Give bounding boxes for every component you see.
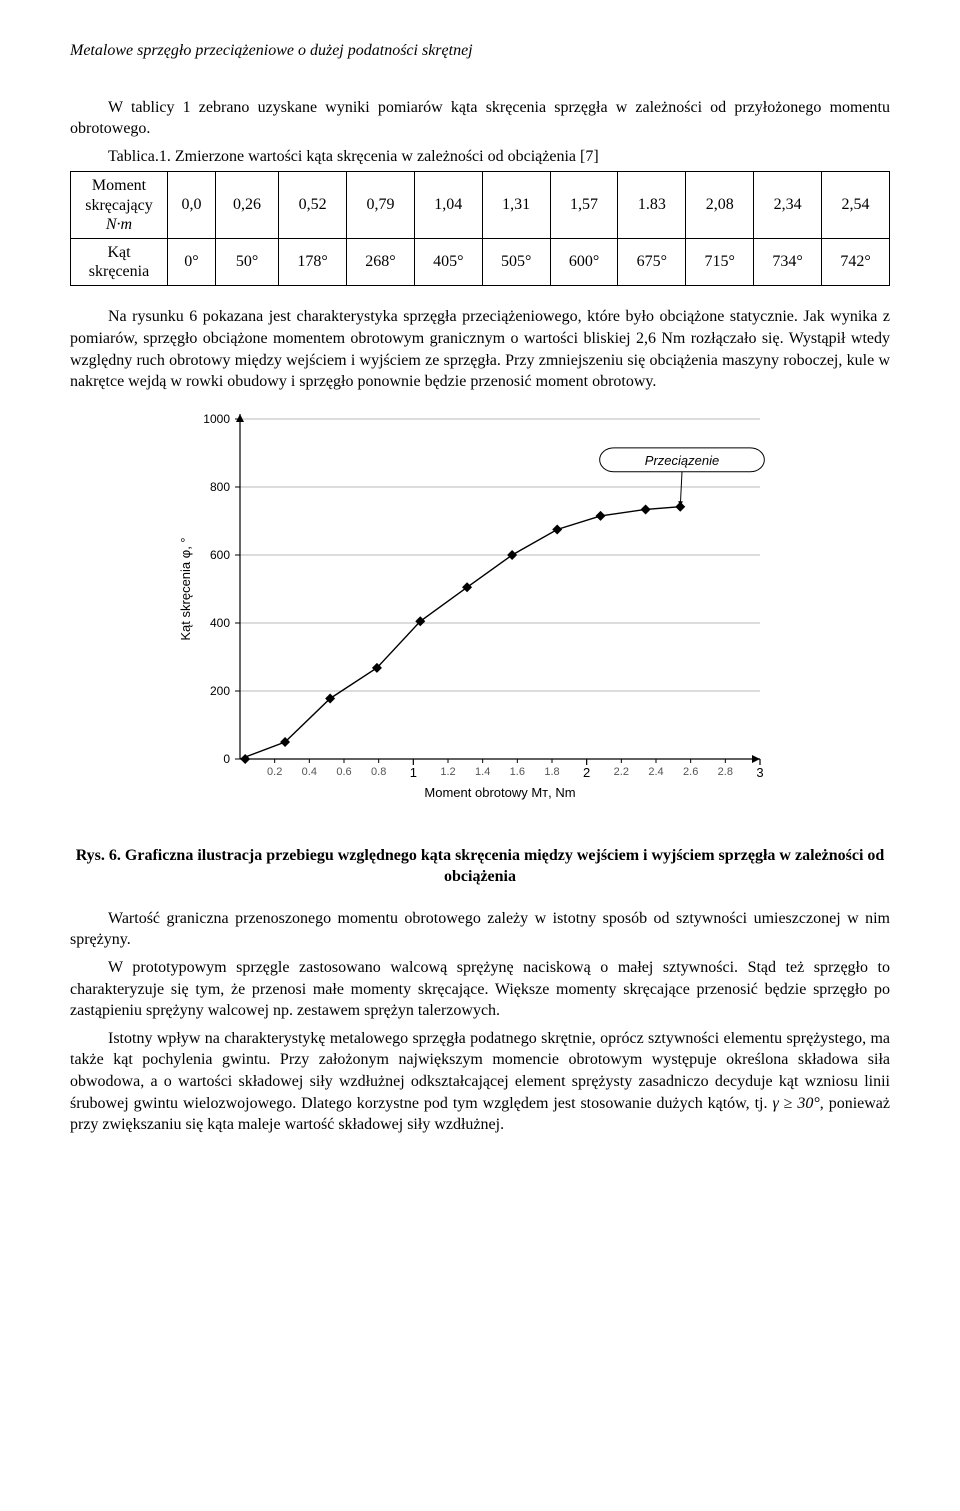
measurements-table: MomentskręcającyN·m 0,0 0,26 0,52 0,79 1… (70, 171, 890, 286)
svg-text:2.6: 2.6 (683, 766, 698, 778)
row-header-angle: Kątskręcenia (71, 238, 168, 285)
body4-pre: Istotny wpływ na charakterystykę metalow… (70, 1030, 890, 1112)
figure-caption: Rys. 6. Graficzna ilustracja przebiegu w… (70, 845, 890, 888)
body-paragraph-2: Wartość graniczna przenoszonego momentu … (70, 908, 890, 951)
table-cell: 715° (686, 238, 754, 285)
table-cell: 0° (168, 238, 216, 285)
svg-text:1.6: 1.6 (510, 766, 525, 778)
body4-math: γ ≥ 30° (772, 1095, 819, 1112)
intro-paragraph: W tablicy 1 zebrano uzyskane wyniki pomi… (70, 97, 890, 140)
svg-text:3: 3 (756, 765, 763, 780)
body-paragraph-4: Istotny wpływ na charakterystykę metalow… (70, 1028, 890, 1136)
svg-text:2.8: 2.8 (718, 766, 733, 778)
svg-text:0.6: 0.6 (336, 766, 351, 778)
table-cell: 1,04 (414, 172, 482, 239)
row-header-moment: MomentskręcającyN·m (71, 172, 168, 239)
svg-text:Kąt skręcenia φ, °: Kąt skręcenia φ, ° (178, 537, 193, 640)
svg-text:Przeciązenie: Przeciązenie (645, 452, 719, 467)
table-cell: 0,79 (347, 172, 415, 239)
table-cell: 0,0 (168, 172, 216, 239)
svg-text:1.4: 1.4 (475, 766, 490, 778)
table-cell: 1.83 (618, 172, 686, 239)
svg-text:2.4: 2.4 (648, 766, 663, 778)
table-cell: 742° (822, 238, 890, 285)
table-cell: 1,57 (550, 172, 618, 239)
table-caption: Tablica.1. Zmierzone wartości kąta skręc… (70, 146, 890, 168)
table-cell: 405° (414, 238, 482, 285)
table-cell: 1,31 (482, 172, 550, 239)
svg-text:1: 1 (410, 765, 417, 780)
body-paragraph-3: W prototypowym sprzęgle zastosowano walc… (70, 957, 890, 1022)
table-cell: 50° (215, 238, 278, 285)
table-cell: 600° (550, 238, 618, 285)
table-row: MomentskręcającyN·m 0,0 0,26 0,52 0,79 1… (71, 172, 890, 239)
svg-text:400: 400 (210, 616, 230, 630)
table-cell: 734° (754, 238, 822, 285)
table-row: Kątskręcenia 0° 50° 178° 268° 405° 505° … (71, 238, 890, 285)
table-cell: 2,54 (822, 172, 890, 239)
table-cell: 505° (482, 238, 550, 285)
svg-text:2: 2 (583, 765, 590, 780)
svg-text:1.2: 1.2 (440, 766, 455, 778)
svg-text:2.2: 2.2 (614, 766, 629, 778)
characteristic-chart: 0.2 0.4 0.6 0.8 1.2 1.4 1.6 1.8 2.2 2.4 2.6 2.8 1 2 3 0… (170, 399, 790, 829)
svg-text:1000: 1000 (203, 412, 230, 426)
body-paragraph-1: Na rysunku 6 pokazana jest charakterysty… (70, 306, 890, 392)
table-cell: 268° (347, 238, 415, 285)
svg-text:Moment obrotowy Mᴛ, Nm: Moment obrotowy Mᴛ, Nm (424, 785, 575, 800)
svg-text:600: 600 (210, 548, 230, 562)
table-cell: 0,52 (279, 172, 347, 239)
svg-text:0.2: 0.2 (267, 766, 282, 778)
table-cell: 2,34 (754, 172, 822, 239)
svg-text:200: 200 (210, 684, 230, 698)
svg-text:0.4: 0.4 (302, 766, 317, 778)
svg-text:800: 800 (210, 480, 230, 494)
page-header: Metalowe sprzęgło przeciążeniowe o dużej… (70, 40, 890, 62)
table-cell: 178° (279, 238, 347, 285)
svg-text:0.8: 0.8 (371, 766, 386, 778)
svg-text:1.8: 1.8 (544, 766, 559, 778)
table-cell: 675° (618, 238, 686, 285)
table-cell: 0,26 (215, 172, 278, 239)
table-cell: 2,08 (686, 172, 754, 239)
svg-text:0: 0 (223, 752, 230, 766)
figure-caption-text: Rys. 6. Graficzna ilustracja przebiegu w… (76, 847, 885, 886)
